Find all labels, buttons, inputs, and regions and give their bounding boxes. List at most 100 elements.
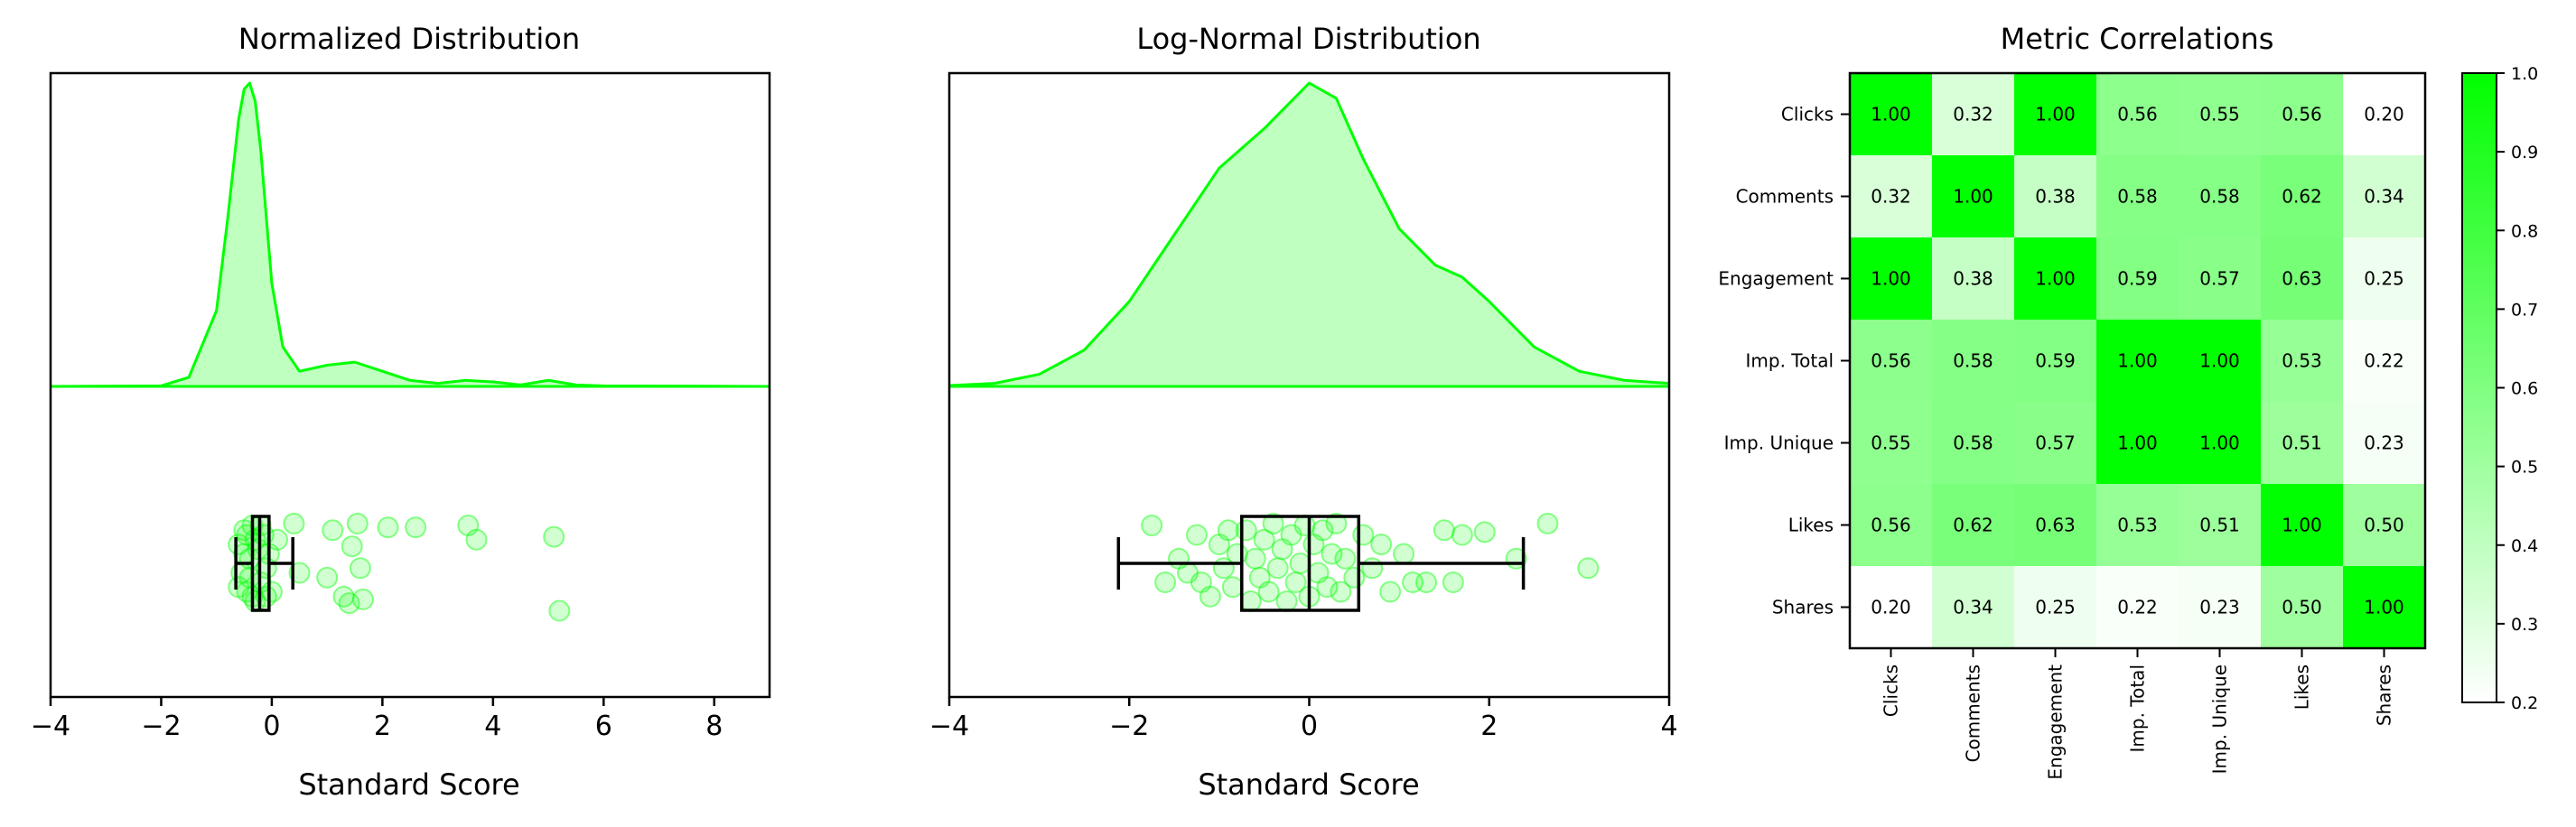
heatmap-cell-value: 0.57	[2035, 432, 2076, 454]
heatmap-cell-value: 1.00	[2035, 104, 2076, 125]
lognormal-strip-point	[1316, 576, 1339, 599]
heatmap-cell-value: 0.57	[2199, 268, 2240, 290]
heatmap-cell-value: 0.34	[2364, 186, 2404, 208]
heatmap-cell-value: 0.23	[2199, 597, 2240, 618]
normalized-density-line	[50, 81, 770, 388]
normalized-tick-label: 8	[705, 711, 723, 742]
heatmap-cell-value: 0.63	[2035, 515, 2076, 536]
heatmap-cell	[2261, 73, 2343, 155]
heatmap-cell	[2261, 320, 2343, 402]
normalized-strip-point	[543, 525, 565, 548]
heatmap-cell-value: 1.00	[2282, 515, 2322, 536]
normalized-tick-label: −2	[141, 711, 181, 742]
heatmap-cell-value: 0.51	[2199, 515, 2240, 536]
heatmap-cell	[2179, 484, 2261, 566]
heatmap-cell-value: 1.00	[2364, 597, 2404, 618]
normalized-strip-point	[351, 588, 374, 610]
heatmap-col-label: Comments	[1963, 664, 1984, 762]
heatmap-cell	[2179, 73, 2261, 155]
normalized-strip-point	[228, 576, 250, 599]
heatmap-cell-value: 0.25	[2364, 268, 2404, 290]
lognormal-strip-point	[1154, 571, 1177, 593]
heatmap-cell-value: 0.58	[1953, 432, 1993, 454]
heatmap-cell-value: 0.51	[2282, 432, 2322, 454]
lognormal-distribution-panel: Log-Normal Distribution −4 −2 0 2 4 Standard…	[929, 22, 1678, 802]
lognormal-strip-point	[1352, 524, 1375, 546]
colorbar-ticks: 0.2 0.3 0.4 0.5 0.6 0.7 0.8 0.9 1.0	[2497, 64, 2538, 713]
heatmap-cell-value: 0.55	[1871, 432, 1911, 454]
heatmap-col-label: Imp. Unique	[2209, 664, 2231, 774]
lognormal-strip-point	[1330, 581, 1352, 603]
heatmap-cell	[1932, 402, 2014, 484]
lognormal-strip-point	[1451, 524, 1473, 546]
heatmap-title: Metric Correlations	[2001, 22, 2274, 56]
lognormal-strip-point	[1244, 547, 1266, 570]
heatmap-cell	[2261, 402, 2343, 484]
heatmap-cell	[2014, 402, 2096, 484]
lognormal-strip-point	[1325, 512, 1348, 534]
heatmap-cell	[2179, 320, 2261, 402]
normalized-strip-point	[341, 535, 363, 558]
normalized-strip-point	[377, 516, 399, 539]
normalized-density-area	[51, 83, 770, 386]
heatmap-cell-value: 0.59	[2035, 350, 2076, 372]
colorbar-tick-label: 0.7	[2511, 300, 2538, 320]
heatmap-cell	[2343, 155, 2425, 237]
normalized-strip-point	[260, 581, 283, 603]
lognormal-strip-point	[1393, 543, 1415, 565]
lognormal-strip-point	[1293, 515, 1316, 536]
heatmap-cell	[1932, 566, 2014, 648]
lognormal-plot-area	[948, 81, 1670, 612]
colorbar-tick-label: 0.6	[2511, 379, 2538, 399]
lognormal-strip-point	[1185, 524, 1208, 546]
lognormal-strip-point	[1284, 571, 1307, 593]
colorbar-tick-label: 0.4	[2511, 536, 2538, 556]
heatmap-cell	[2261, 237, 2343, 320]
heatmap-cell	[1850, 402, 1932, 484]
heatmap-cell-value: 0.20	[2364, 104, 2404, 125]
normalized-strip-point	[266, 528, 289, 551]
lognormal-strip-point	[1208, 534, 1230, 555]
normalized-frame	[49, 71, 771, 699]
heatmap-cell-value: 0.56	[1871, 515, 1911, 536]
lognormal-strip-point	[1311, 519, 1334, 542]
normalized-strip-point	[548, 599, 571, 622]
normalized-strip-point	[465, 528, 488, 551]
colorbar-tick-label: 0.2	[2511, 693, 2538, 713]
heatmap-cell-value: 0.56	[2282, 104, 2322, 125]
heatmap-cell-value: 1.00	[2117, 432, 2158, 454]
lognormal-strip-point	[1433, 519, 1455, 542]
lognormal-strip-point	[1199, 585, 1221, 608]
heatmap-cell	[1850, 484, 1932, 566]
normalized-strip-point	[346, 512, 369, 534]
lognormal-strip-point	[1361, 557, 1384, 580]
normalized-strip-point	[349, 557, 371, 580]
heatmap-cell	[1932, 320, 2014, 402]
heatmap-cell-value: 0.59	[2117, 268, 2158, 290]
normalized-tick-label: 6	[595, 711, 612, 742]
normalized-strip-point	[405, 516, 427, 539]
heatmap-cell	[2014, 566, 2096, 648]
heatmap-cell-value: 1.00	[2035, 268, 2076, 290]
normalized-strip-point	[322, 519, 344, 542]
heatmap-cell	[2343, 237, 2425, 320]
heatmap-cell-value: 0.56	[1871, 350, 1911, 372]
normalized-strip-point	[332, 585, 355, 608]
heatmap-cell-value: 0.32	[1953, 104, 1993, 125]
heatmap-cell-value: 1.00	[2199, 350, 2240, 372]
heatmap-col-label: Engagement	[2045, 664, 2067, 780]
lognormal-tick-label: 0	[1301, 711, 1318, 742]
heatmap-cell	[1850, 237, 1932, 320]
lognormal-tick-label: −4	[929, 711, 969, 742]
lognormal-strip-point	[1280, 524, 1302, 546]
heatmap-cell-value: 0.34	[1953, 597, 1993, 618]
heatmap-cell-value: 0.25	[2035, 597, 2076, 618]
normalized-strip-point	[255, 585, 277, 608]
heatmap-cell-value: 0.20	[1871, 597, 1911, 618]
lognormal-strip-point	[1257, 581, 1280, 603]
heatmap-cell	[1932, 484, 2014, 566]
heatmap-cell-value: 1.00	[1953, 186, 1993, 208]
correlation-heatmap-panel: Metric Correlations 1.00 0.32 1.00 0.56 0.55…	[1718, 22, 2538, 780]
heatmap-cell-value: 0.50	[2282, 597, 2322, 618]
